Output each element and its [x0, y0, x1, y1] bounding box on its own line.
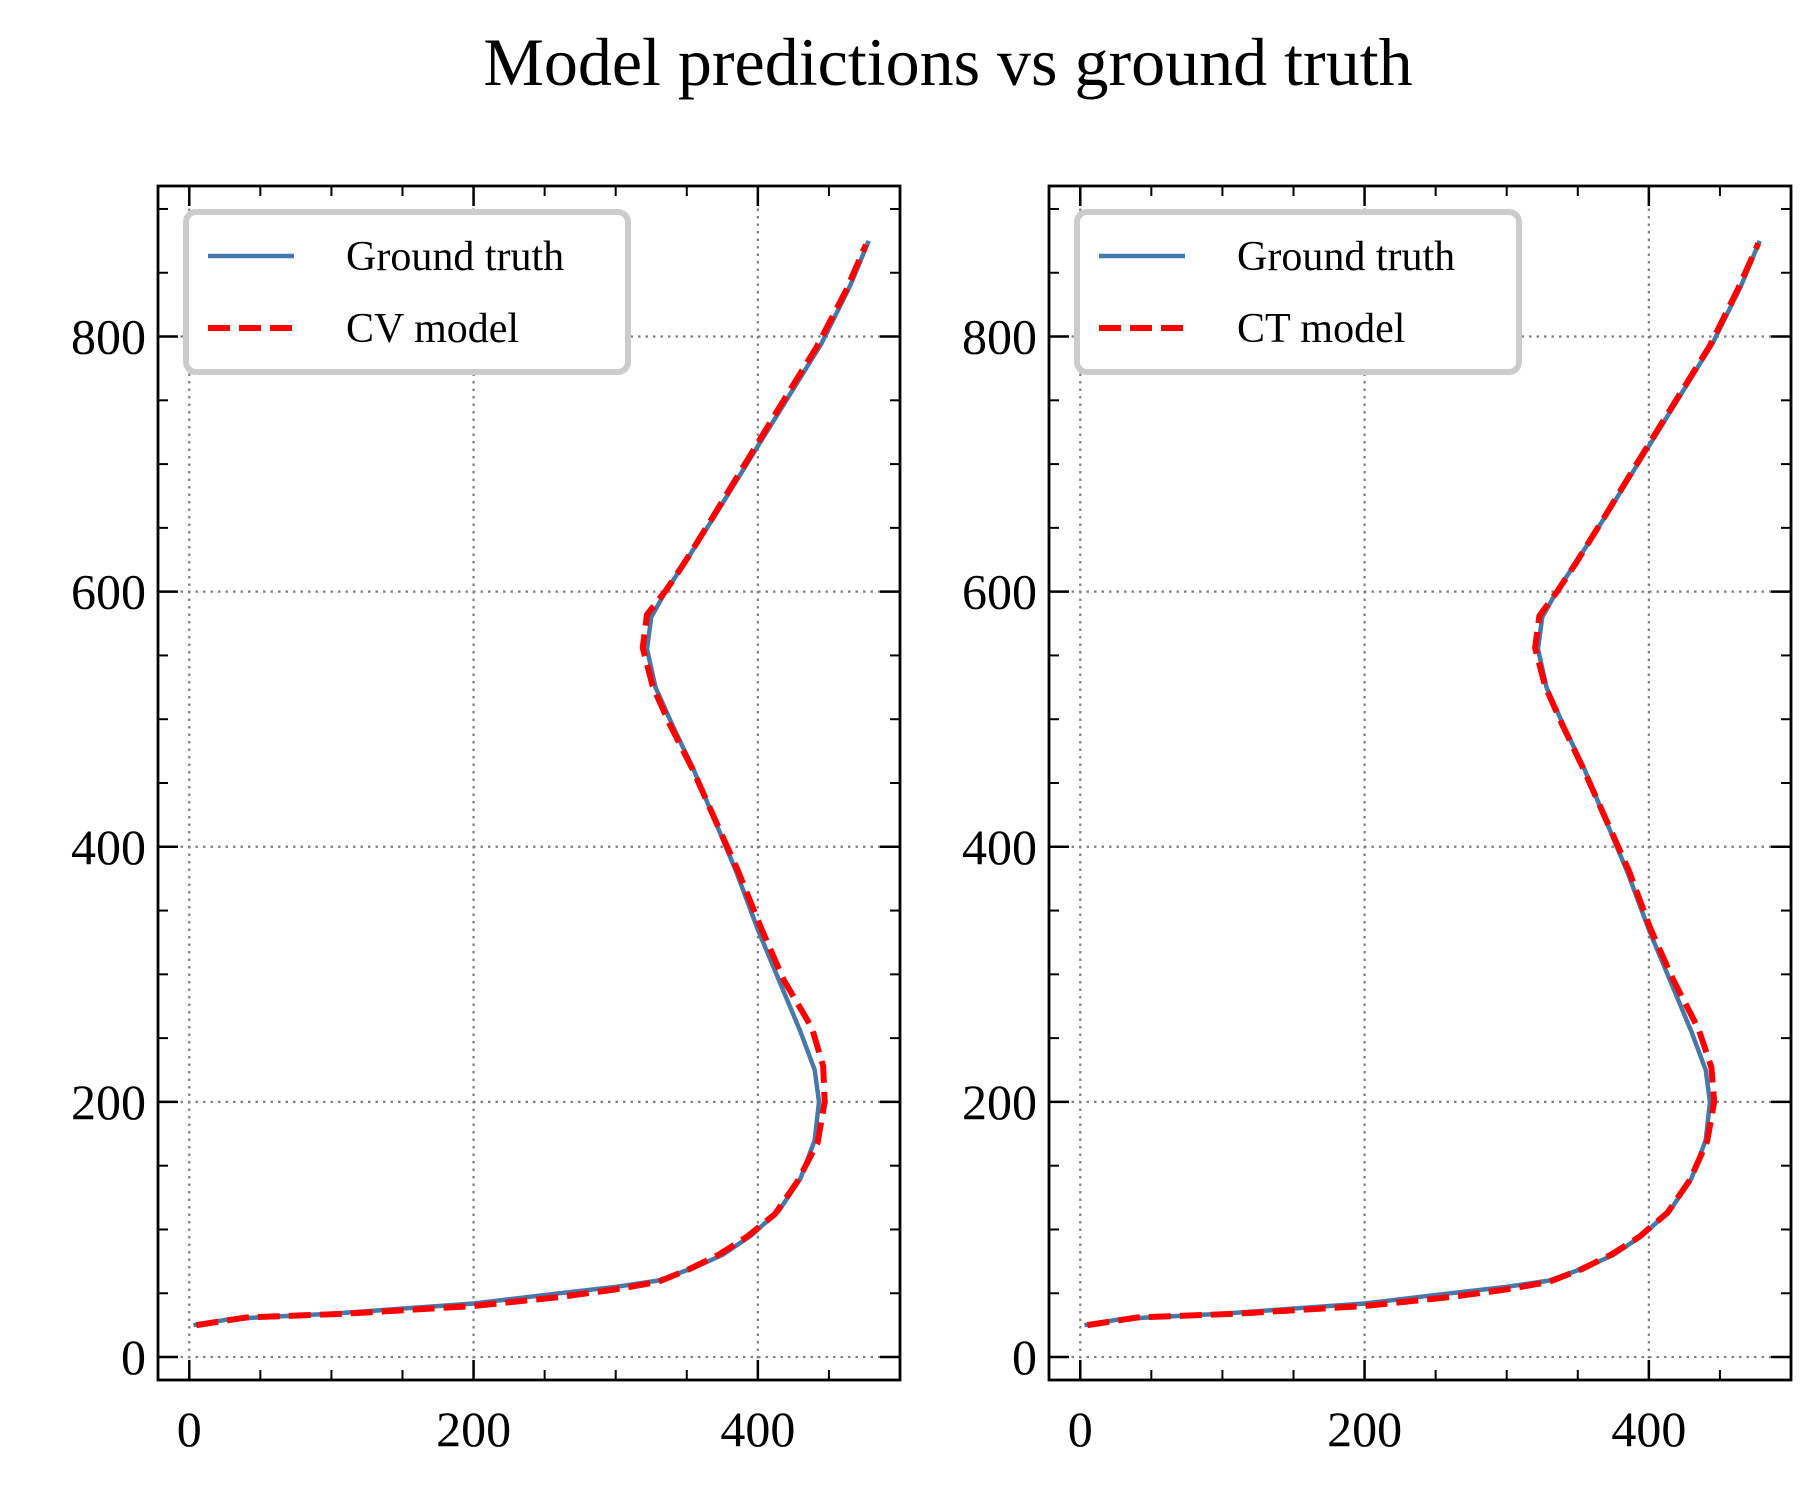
legend: Ground truth CV model — [183, 209, 631, 375]
legend-label: CV model — [346, 306, 519, 352]
y-tick-label: 0 — [1012, 1329, 1037, 1385]
legend-box — [183, 209, 631, 375]
y-tick-label: 400 — [962, 819, 1037, 875]
x-tick-label: 200 — [436, 1401, 511, 1457]
y-tick-label: 200 — [71, 1074, 146, 1130]
legend-label: Ground truth — [346, 234, 564, 280]
legend: Ground truth CT model — [1074, 209, 1522, 375]
x-tick-label: 0 — [177, 1401, 202, 1457]
y-tick-label: 200 — [962, 1074, 1037, 1130]
x-tick-label: 400 — [1611, 1401, 1686, 1457]
figure-title: Model predictions vs ground truth — [483, 24, 1412, 100]
x-tick-label: 400 — [720, 1401, 795, 1457]
ground-truth-line — [1084, 240, 1762, 1328]
y-tick-label: 0 — [121, 1329, 146, 1385]
x-tick-label: 0 — [1068, 1401, 1093, 1457]
y-tick-label: 800 — [962, 309, 1037, 365]
y-tick-label: 600 — [962, 564, 1037, 620]
ground-truth-line — [193, 240, 871, 1328]
y-tick-label: 600 — [71, 564, 146, 620]
right-subplot: 0 200 400 0 200 400 600 800 Ground truth CT model — [962, 184, 1793, 1457]
legend-label: CT model — [1237, 306, 1405, 352]
y-tick-label: 800 — [71, 309, 146, 365]
left-subplot: 0 200 400 0 200 400 600 800 Ground truth CV model — [71, 184, 902, 1457]
legend-label: Ground truth — [1237, 234, 1455, 280]
model-prediction-line — [1086, 242, 1762, 1329]
legend-box — [1074, 209, 1522, 375]
model-prediction-line — [195, 243, 869, 1329]
y-tick-label: 400 — [71, 819, 146, 875]
axes-frame — [1047, 184, 1793, 1382]
x-tick-label: 200 — [1327, 1401, 1402, 1457]
axes-frame — [156, 184, 902, 1382]
